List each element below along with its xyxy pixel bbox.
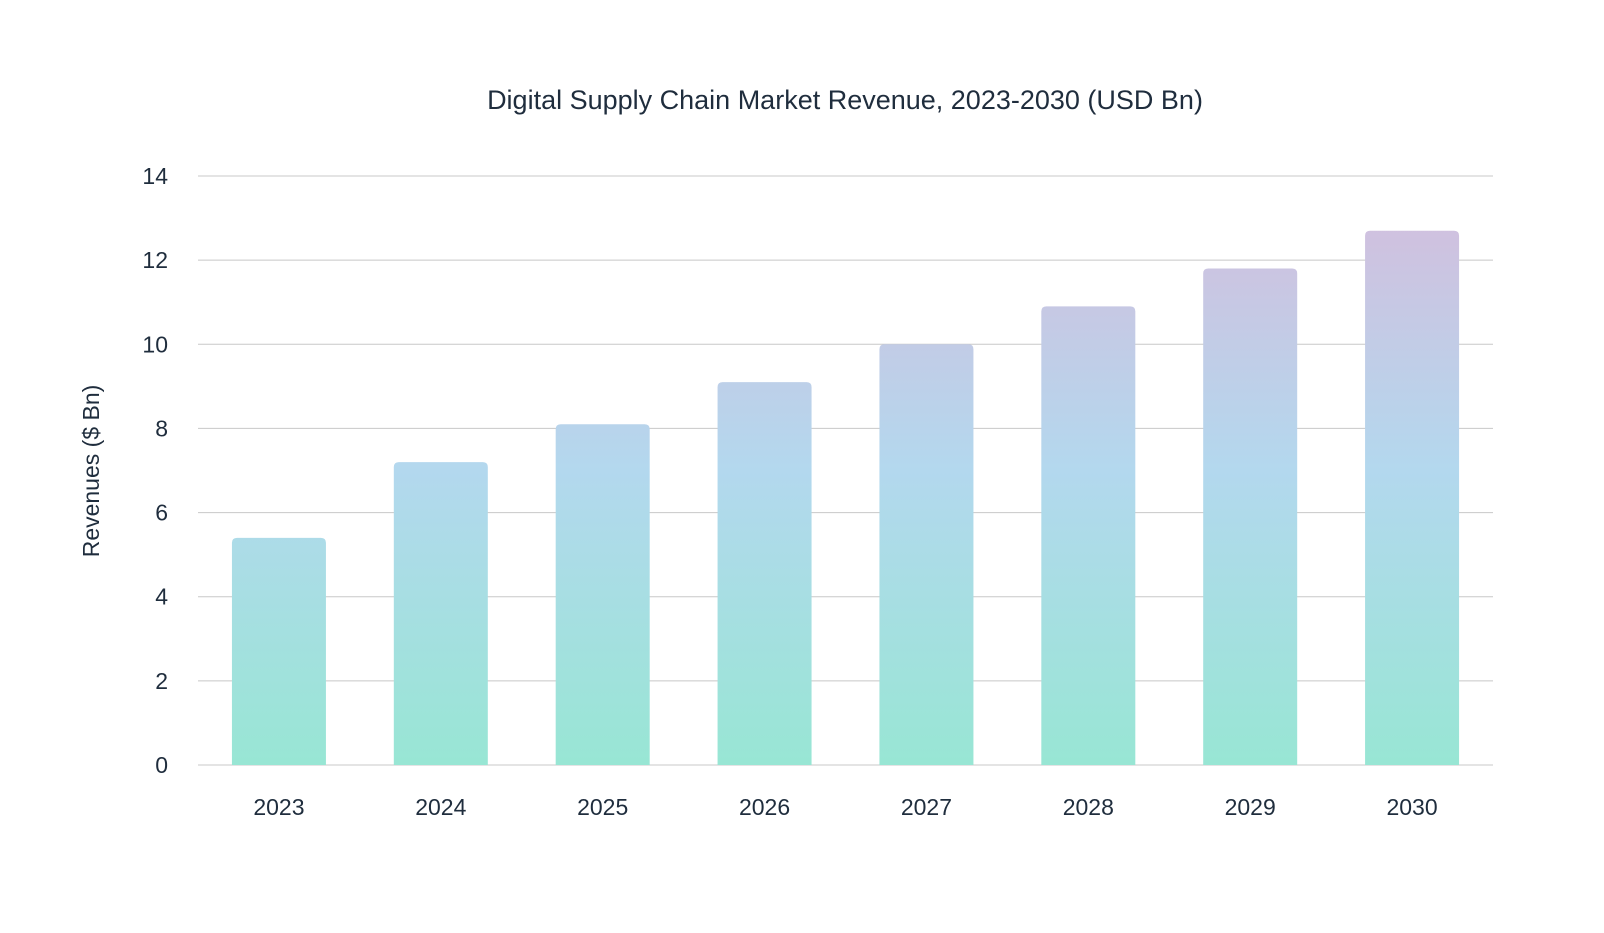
bar-2024 xyxy=(393,462,488,765)
y-tick-label: 6 xyxy=(155,500,168,526)
x-tick-label: 2023 xyxy=(253,794,304,820)
y-axis-label: Revenues ($ Bn) xyxy=(78,385,104,558)
x-tick-label: 2027 xyxy=(901,794,952,820)
y-tick-label: 10 xyxy=(142,331,168,357)
x-tick-label: 2029 xyxy=(1225,794,1276,820)
y-tick-label: 0 xyxy=(155,752,168,778)
y-tick-label: 14 xyxy=(142,163,168,189)
chart-title: Digital Supply Chain Market Revenue, 202… xyxy=(487,85,1203,115)
bar-2023 xyxy=(231,537,326,765)
x-tick-label: 2024 xyxy=(415,794,466,820)
bar-2029 xyxy=(1203,268,1298,765)
bar-2026 xyxy=(717,382,812,765)
y-tick-label: 4 xyxy=(155,584,168,610)
bar-2028 xyxy=(1041,306,1136,765)
y-tick-label: 8 xyxy=(155,415,168,441)
x-tick-label: 2026 xyxy=(739,794,790,820)
bar-2025 xyxy=(555,424,650,765)
bar-2030 xyxy=(1365,230,1460,765)
x-tick-label: 2025 xyxy=(577,794,628,820)
x-tick-label: 2028 xyxy=(1063,794,1114,820)
y-tick-label: 12 xyxy=(142,247,168,273)
bar-2027 xyxy=(879,344,974,765)
x-tick-label: 2030 xyxy=(1386,794,1437,820)
y-tick-label: 2 xyxy=(155,668,168,694)
